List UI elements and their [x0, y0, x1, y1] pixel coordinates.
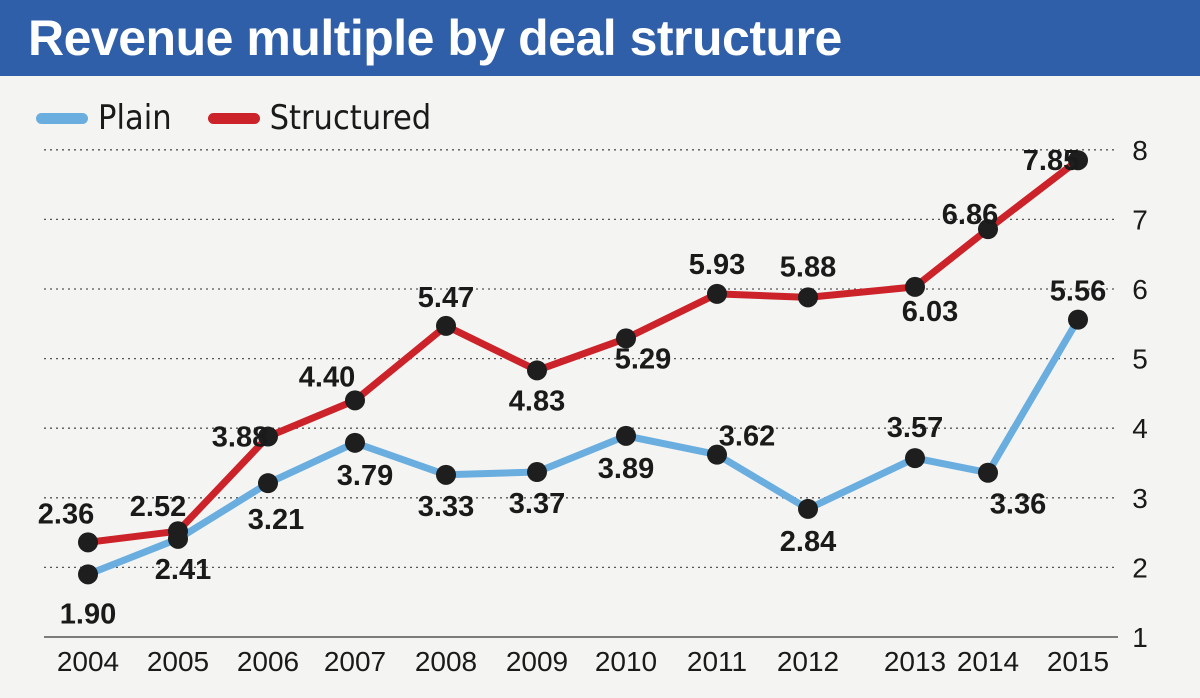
- data-point-plain: [527, 462, 547, 483]
- data-point-plain: [707, 444, 727, 465]
- data-point-structured: [1068, 150, 1088, 171]
- data-point-structured: [345, 390, 365, 411]
- data-point-plain: [78, 564, 98, 585]
- legend: Plain Structured: [36, 96, 467, 140]
- title-bar: Revenue multiple by deal structure: [0, 0, 1200, 76]
- data-point-structured: [527, 360, 547, 381]
- legend-swatch-plain: [36, 112, 88, 124]
- data-label-plain: 3.79: [337, 460, 393, 492]
- data-label-structured: 5.29: [615, 343, 671, 375]
- data-label-structured: 5.47: [418, 282, 474, 314]
- data-point-plain: [1068, 309, 1088, 330]
- data-point-structured: [258, 426, 278, 447]
- data-point-plain: [345, 432, 365, 453]
- y-tick-label: 7: [1132, 204, 1148, 235]
- data-point-structured: [78, 532, 98, 553]
- series-line-structured: [84, 156, 1082, 546]
- legend-item-plain: Plain: [36, 98, 172, 138]
- data-label-structured: 6.86: [942, 199, 998, 231]
- data-point-structured: [798, 287, 818, 308]
- data-point-plain: [436, 464, 456, 485]
- x-tick-label: 2007: [324, 646, 386, 677]
- data-point-structured: [905, 276, 925, 297]
- x-tick-label: 2006: [237, 646, 299, 677]
- chart-title: Revenue multiple by deal structure: [28, 10, 842, 66]
- legend-swatch-structured: [207, 112, 260, 124]
- data-point-plain: [978, 462, 998, 483]
- data-point-structured: [978, 219, 998, 240]
- y-tick-label: 8: [1132, 135, 1148, 166]
- data-label-structured: 2.36: [38, 498, 94, 530]
- data-point-plain: [905, 448, 925, 469]
- x-tick-label: 2014: [957, 646, 1019, 677]
- data-label-structured: 5.93: [689, 249, 745, 281]
- x-tick-label: 2008: [415, 646, 477, 677]
- x-tick-label: 2005: [147, 646, 209, 677]
- data-point-plain: [616, 425, 636, 446]
- data-label-plain: 3.21: [248, 504, 304, 536]
- data-label-structured: 5.88: [780, 251, 836, 283]
- data-label-structured: 4.40: [299, 361, 355, 393]
- data-label-plain: 2.41: [155, 554, 211, 586]
- y-tick-label: 3: [1132, 483, 1148, 514]
- data-label-plain: 3.37: [509, 488, 565, 520]
- x-tick-label: 2012: [777, 646, 839, 677]
- x-tick-label: 2010: [595, 646, 657, 677]
- data-label-structured: 4.83: [509, 385, 565, 417]
- data-label-plain: 3.57: [887, 412, 943, 444]
- y-tick-label: 5: [1132, 344, 1148, 375]
- legend-label-plain: Plain: [98, 98, 172, 138]
- data-label-plain: 3.62: [719, 421, 775, 453]
- data-label-structured: 7.85: [1023, 145, 1079, 177]
- data-point-plain: [798, 498, 818, 519]
- data-label-plain: 2.84: [780, 526, 836, 558]
- data-point-structured: [707, 283, 727, 304]
- series-line-plain: [84, 316, 1082, 578]
- data-point-structured: [616, 328, 636, 349]
- x-tick-label: 2009: [506, 646, 568, 677]
- data-label-plain: 3.33: [418, 491, 474, 523]
- legend-item-structured: Structured: [207, 98, 432, 138]
- data-point-structured: [436, 315, 456, 336]
- y-tick-label: 6: [1132, 274, 1148, 305]
- y-tick-label: 4: [1132, 413, 1148, 444]
- x-tick-label: 2004: [57, 646, 119, 677]
- data-label-structured: 6.03: [902, 296, 958, 328]
- data-label-plain: 1.90: [60, 598, 116, 630]
- y-tick-label: 1: [1132, 622, 1148, 653]
- legend-label-structured: Structured: [269, 98, 432, 138]
- data-point-plain: [258, 473, 278, 494]
- data-label-plain: 5.56: [1050, 276, 1106, 308]
- data-label-structured: 2.52: [130, 491, 186, 523]
- y-tick-label: 2: [1132, 552, 1148, 583]
- x-tick-label: 2015: [1047, 646, 1109, 677]
- x-tick-label: 2011: [687, 646, 747, 677]
- x-tick-label: 2013: [884, 646, 946, 677]
- data-label-plain: 3.36: [990, 489, 1046, 521]
- data-label-plain: 3.89: [598, 453, 654, 485]
- data-point-structured: [168, 521, 188, 542]
- data-label-structured: 3.88: [212, 422, 268, 454]
